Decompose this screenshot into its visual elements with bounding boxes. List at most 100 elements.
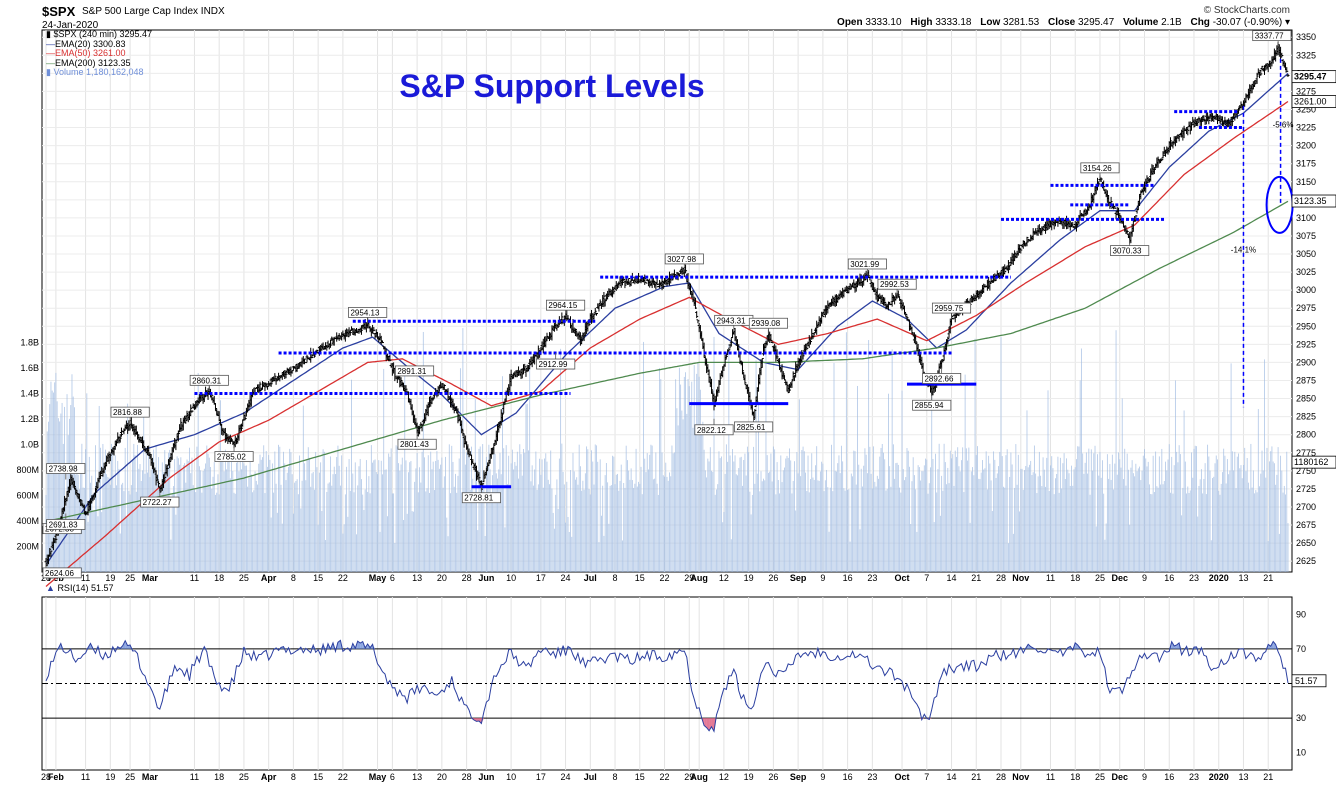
volume-bar <box>1250 443 1252 572</box>
volume-bar <box>458 458 460 572</box>
volume-bar <box>300 508 302 572</box>
volume-bar <box>1265 477 1267 572</box>
volume-bar <box>292 513 294 572</box>
volume-bar <box>540 474 542 572</box>
volume-bar <box>693 365 695 572</box>
volume-bar <box>269 459 271 572</box>
rsi-x-tick-label: 25 <box>239 772 249 782</box>
volume-bar <box>384 469 386 572</box>
x-tick-label: 11 <box>81 573 90 583</box>
volume-bar <box>441 457 443 572</box>
y-tick-label: 2825 <box>1296 412 1316 422</box>
volume-bar <box>555 494 557 572</box>
rsi-x-tick-label: 28 <box>462 772 472 782</box>
volume-bar <box>1114 463 1116 572</box>
volume-bar <box>205 463 207 572</box>
rsi-x-tick-label: 14 <box>947 772 957 782</box>
volume-bar <box>46 431 48 572</box>
volume-bar <box>427 455 429 572</box>
volume-bar <box>1269 461 1270 572</box>
volume-bar <box>723 512 725 572</box>
volume-bar <box>1182 487 1184 572</box>
symbol: $SPX <box>42 4 76 19</box>
volume-bar <box>1098 475 1100 572</box>
volume-bar <box>829 487 831 572</box>
volume-bar <box>827 487 829 572</box>
volume-bar <box>892 444 894 572</box>
volume-bar <box>696 373 698 572</box>
volume-bar <box>380 460 382 572</box>
low-label: Low <box>980 17 1001 28</box>
volume-bar <box>772 446 774 572</box>
volume-bar <box>697 362 699 572</box>
volume-bar <box>1064 479 1066 572</box>
volume-bar <box>826 469 828 572</box>
rsi-x-tick-label: 29 <box>684 772 694 782</box>
x-tick-label: 2020 <box>1209 573 1229 583</box>
price-bar <box>769 333 773 342</box>
volume-bar <box>1100 477 1102 572</box>
volume-bar <box>373 460 375 572</box>
volume-bar <box>281 523 283 572</box>
rsi-x-tick-label: Jun <box>478 772 494 782</box>
volume-bar <box>1135 463 1137 572</box>
volume-bar <box>1103 493 1105 572</box>
rsi-x-tick-label: 22 <box>338 772 348 782</box>
volume-bar <box>196 446 198 572</box>
volume-bar <box>118 468 120 572</box>
x-tick-label: 8 <box>613 573 618 583</box>
price-bar <box>442 384 446 391</box>
volume-bar <box>1224 455 1226 572</box>
volume-bar <box>928 483 930 572</box>
volume-bar <box>1048 490 1050 572</box>
volume-bar <box>1003 486 1004 572</box>
volume-bar <box>513 469 515 572</box>
price-bar <box>165 465 169 477</box>
volume-bar <box>268 455 270 572</box>
volume-bar <box>801 450 803 572</box>
volume-bar <box>332 474 334 572</box>
volume-bar <box>1029 464 1030 572</box>
volume-bar <box>994 459 996 572</box>
volume-bar <box>927 493 929 572</box>
volume-bar <box>1212 478 1213 572</box>
volume-bar <box>610 485 612 572</box>
volume-bar <box>184 463 185 572</box>
volume-bar <box>438 468 440 572</box>
volume-bar <box>168 452 169 572</box>
volume-bar <box>96 481 98 572</box>
volume-bar <box>432 461 434 572</box>
price-bar <box>154 470 158 486</box>
rsi-x-tick-label: 16 <box>1164 772 1174 782</box>
volume-bar <box>1124 448 1126 572</box>
volume-bar <box>487 466 489 572</box>
volume-bar <box>316 467 318 572</box>
dropdown-triangle-icon[interactable]: ▾ <box>1284 17 1290 28</box>
volume-bar <box>1165 461 1166 572</box>
volume-bar <box>541 459 543 572</box>
price-bar <box>296 363 300 369</box>
x-tick-label: 28 <box>462 573 472 583</box>
volume-bar <box>275 483 277 572</box>
volume-bar <box>963 492 965 572</box>
volume-bar <box>802 446 804 572</box>
volume-bar <box>307 447 309 572</box>
y-tick-label: 3275 <box>1296 86 1316 96</box>
price-bar <box>863 272 867 281</box>
volume-bar <box>69 418 70 572</box>
volume-bar <box>356 534 357 572</box>
volume-bar <box>1012 533 1014 572</box>
volume-bar <box>358 466 360 572</box>
volume-bar <box>879 456 881 572</box>
volume-bar <box>1084 462 1086 572</box>
brand-label[interactable]: © StockCharts.com <box>1203 5 1290 16</box>
volume-bar <box>437 459 439 572</box>
volume-bar <box>1015 444 1017 572</box>
volume-bar <box>289 448 291 572</box>
rsi-x-tick-label: 8 <box>613 772 618 782</box>
volume-bar <box>922 471 924 572</box>
x-tick-label: Sep <box>790 573 807 583</box>
volume-bar <box>530 481 532 572</box>
volume-bar <box>654 478 656 572</box>
volume-bar <box>488 444 490 572</box>
